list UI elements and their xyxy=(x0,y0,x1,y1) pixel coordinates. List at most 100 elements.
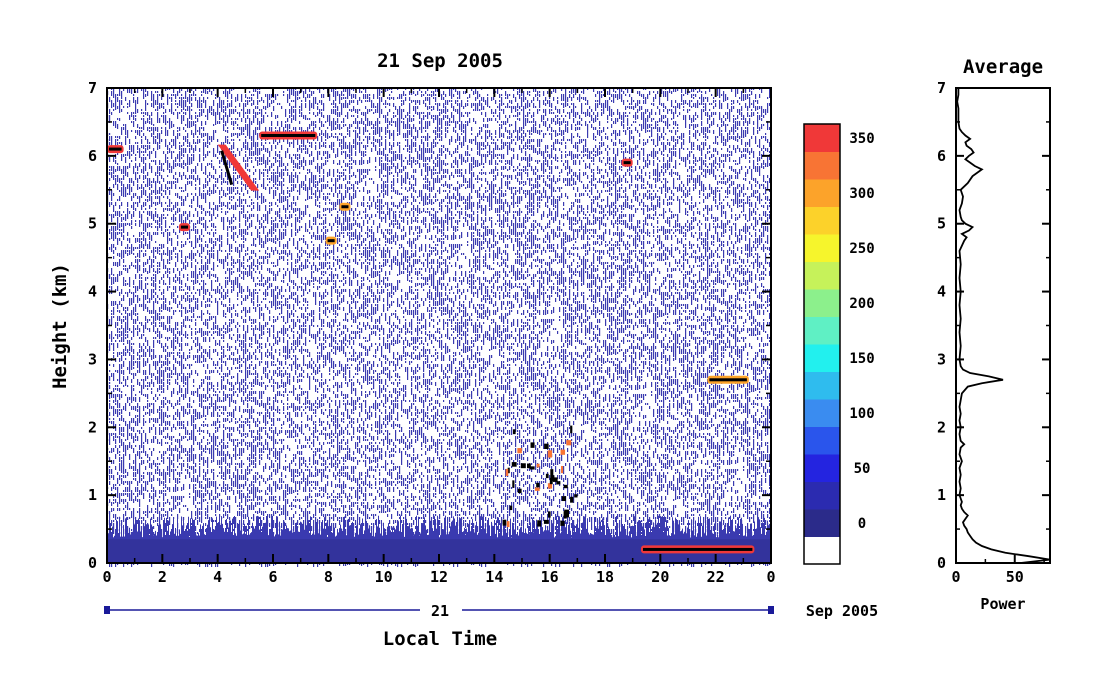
x-tick-label: 22 xyxy=(707,568,725,586)
x-tick-label: 16 xyxy=(541,568,559,586)
profile-axis-ticks: 0 1 2 3 4 5 6 7 0 50 xyxy=(937,79,1050,586)
convective-cell xyxy=(561,496,566,502)
x-tick-label: 10 xyxy=(375,568,393,586)
convective-cell xyxy=(502,519,507,526)
y-tick-label: 5 xyxy=(88,215,97,233)
convective-cell xyxy=(560,520,565,526)
convective-cell xyxy=(544,443,549,450)
x-tick-label: 0 xyxy=(766,568,775,586)
colorbar-bands xyxy=(804,124,840,565)
colorbar-tick-label: 300 xyxy=(849,186,874,202)
feature-core xyxy=(109,147,122,151)
y-axis-label: Height (km) xyxy=(49,263,71,389)
y-tick-label: 0 xyxy=(88,554,97,572)
convective-cell xyxy=(509,505,513,511)
colorbar-tick-label: 50 xyxy=(854,461,871,477)
profile-series-line xyxy=(956,88,1051,564)
convective-cell xyxy=(545,473,549,479)
colorbar-band xyxy=(804,426,840,455)
y-tick-label: 1 xyxy=(88,486,97,504)
profile-y-tick-label: 0 xyxy=(937,554,946,572)
date-day-label: 21 xyxy=(431,602,449,620)
convective-cell xyxy=(534,487,540,491)
feature-core xyxy=(180,225,188,229)
x-tick-label: 4 xyxy=(213,568,222,586)
colorbar-band xyxy=(804,289,840,317)
convective-cell xyxy=(550,469,554,478)
colorbar-labels: 0 50 100 150 200 250 300 350 xyxy=(849,131,874,532)
colorbar-tick-label: 100 xyxy=(849,406,874,422)
feature-core xyxy=(623,161,631,165)
feature-8 xyxy=(339,202,351,211)
colorbar-tick-label: 200 xyxy=(849,296,874,312)
colorbar-band xyxy=(804,536,840,565)
x-tick-label: 8 xyxy=(324,568,333,586)
convective-cell xyxy=(564,509,570,518)
x-tick-label: 6 xyxy=(268,568,277,586)
convective-cell xyxy=(512,429,516,435)
date-day-bg xyxy=(420,601,462,619)
convective-cell xyxy=(507,467,510,474)
y-tick-label: 7 xyxy=(88,79,97,97)
colorbar-band xyxy=(804,124,840,152)
colorbar-band xyxy=(804,344,840,372)
date-axis: 21 Sep 2005 xyxy=(104,601,878,620)
convective-cell xyxy=(517,488,522,494)
colorbar-tick-label: 250 xyxy=(849,241,874,257)
colorbar-tick-label: 150 xyxy=(849,351,874,367)
colorbar-band xyxy=(804,151,840,180)
convective-cell xyxy=(536,463,540,468)
x-tick-label: 18 xyxy=(596,568,614,586)
convective-cell xyxy=(526,463,531,469)
y-tick-label: 3 xyxy=(88,350,97,368)
colorbar-tick-label: 350 xyxy=(849,131,874,147)
feature-1 xyxy=(707,375,749,384)
colorbar-band xyxy=(804,179,840,207)
feature-core xyxy=(341,205,349,209)
profile-y-tick-label: 1 xyxy=(937,486,946,504)
x-tick-label: 0 xyxy=(102,568,111,586)
x-tick-label: 2 xyxy=(158,568,167,586)
feature-core xyxy=(327,239,335,243)
profile-y-tick-label: 2 xyxy=(937,418,946,436)
convective-cell xyxy=(543,519,549,524)
convective-cell xyxy=(530,442,535,448)
feature-layer xyxy=(107,131,755,554)
profile-x-label: Power xyxy=(980,595,1025,613)
convective-cell xyxy=(517,448,522,454)
y-tick-label: 4 xyxy=(88,283,97,301)
x-tick-label: 14 xyxy=(485,568,503,586)
convective-cell xyxy=(512,480,515,488)
y-tick-label: 6 xyxy=(88,147,97,165)
colorbar: 0 50 100 150 200 250 300 350 xyxy=(803,123,875,565)
colorbar-band xyxy=(804,454,840,482)
profile-y-tick-label: 6 xyxy=(937,147,946,165)
colorbar-band xyxy=(804,206,840,235)
convective-cell xyxy=(570,496,574,503)
convective-cell xyxy=(547,483,553,489)
colorbar-tick-label: 0 xyxy=(858,516,866,532)
convective-cell xyxy=(547,450,553,458)
convective-cell xyxy=(561,465,564,474)
feature-5 xyxy=(217,144,260,191)
convective-cell xyxy=(537,520,542,527)
date-axis-start-marker xyxy=(104,606,110,614)
convective-cell xyxy=(529,466,535,470)
profile-x-tick-label: 0 xyxy=(951,568,960,586)
y-tick-label: 2 xyxy=(88,418,97,436)
profile-y-tick-label: 5 xyxy=(937,215,946,233)
convective-cell xyxy=(570,425,573,434)
date-axis-end-marker xyxy=(768,606,774,614)
colorbar-band xyxy=(804,316,840,345)
convective-cell xyxy=(552,477,558,482)
profile-background xyxy=(956,88,1050,563)
profile-title: Average xyxy=(963,56,1043,78)
profile-y-tick-label: 3 xyxy=(937,350,946,368)
convective-cell xyxy=(566,440,572,446)
feature-2 xyxy=(107,145,124,154)
main-title: 21 Sep 2005 xyxy=(377,50,503,72)
fall-streak-core xyxy=(220,150,234,186)
